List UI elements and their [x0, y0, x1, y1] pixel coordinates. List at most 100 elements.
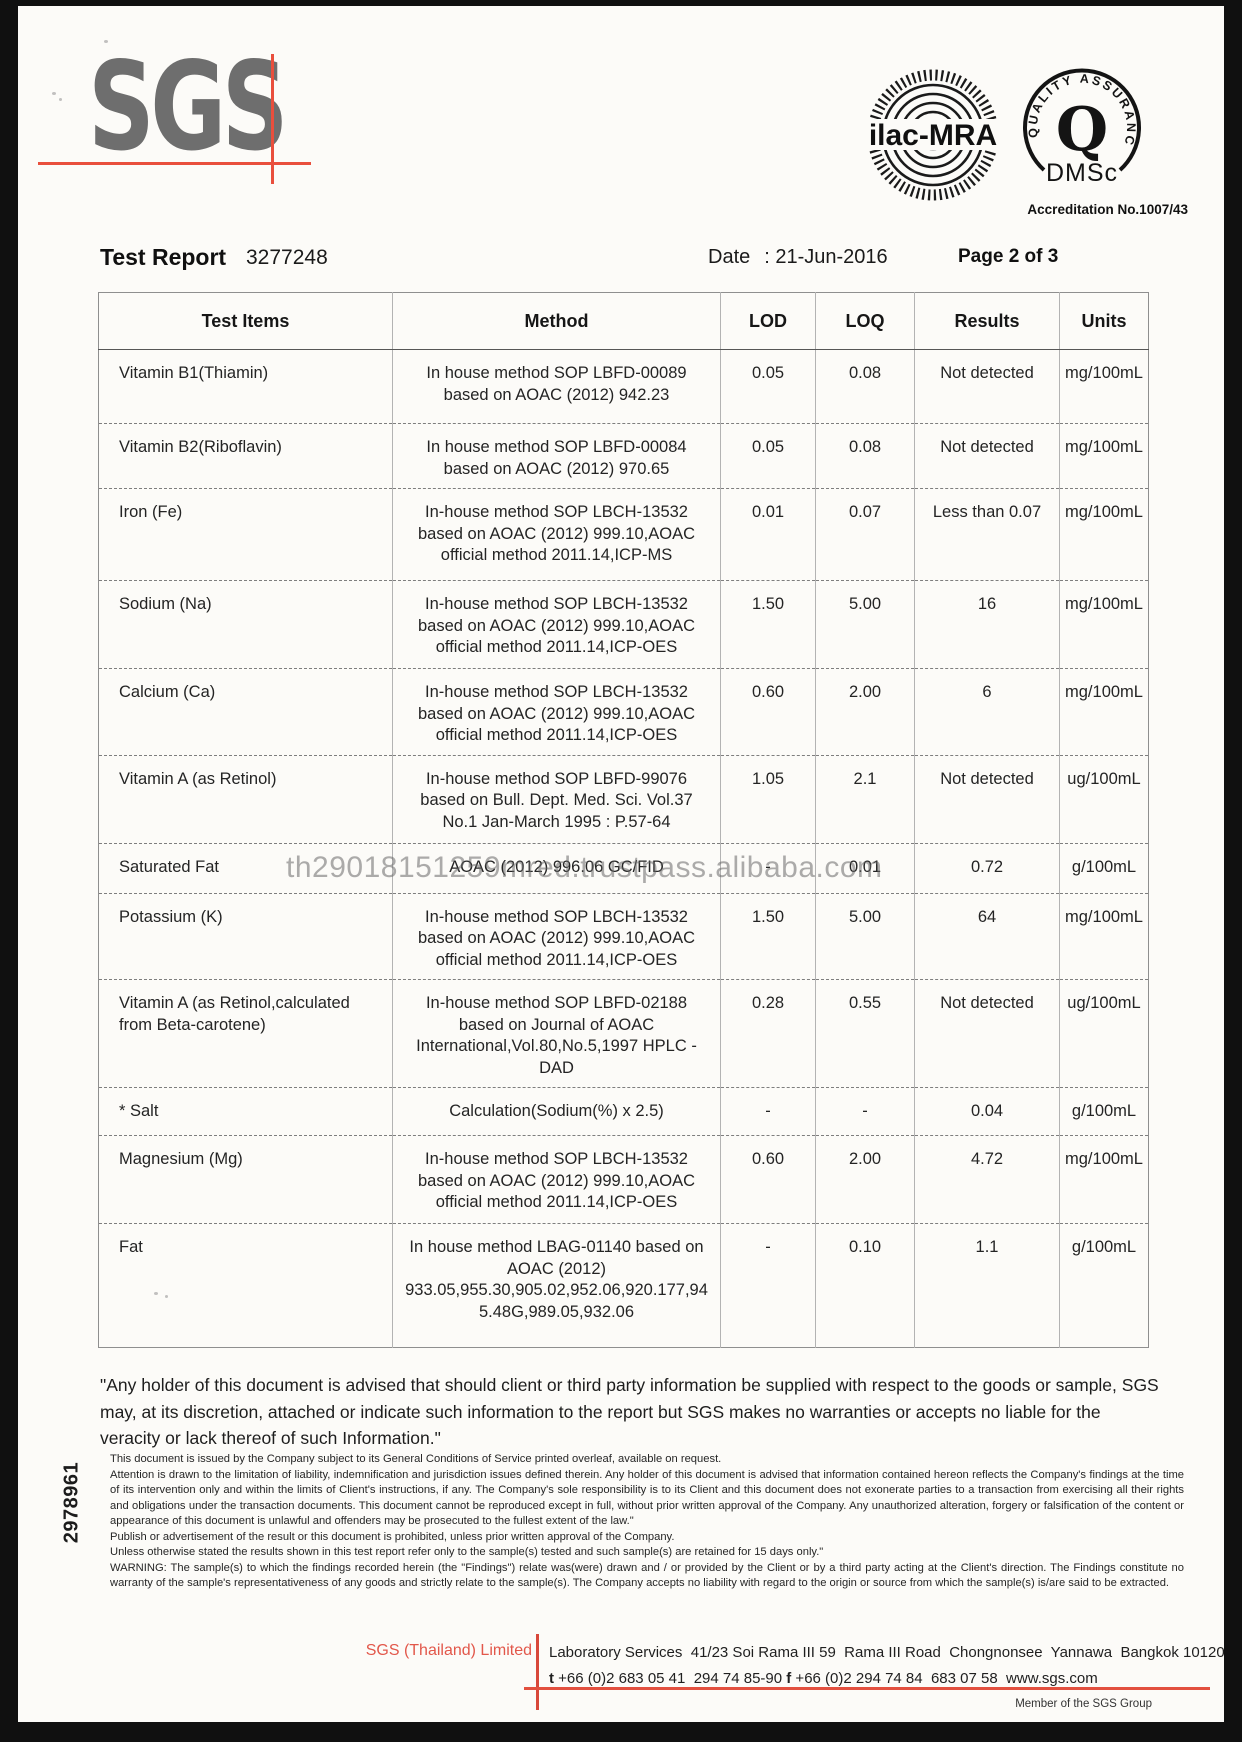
lod-cell: 0.05 — [720, 423, 816, 489]
lod-cell: 0.01 — [720, 488, 816, 581]
column-header-results: Results — [914, 292, 1060, 350]
lod-cell: 0.28 — [720, 979, 816, 1088]
units-cell: g/100mL — [1059, 1223, 1149, 1348]
units-cell: ug/100mL — [1059, 979, 1149, 1088]
method-cell: In-house method SOP LBFD-02188 based on … — [392, 979, 721, 1088]
fine-print-line: Attention is drawn to the limitation of … — [110, 1468, 1184, 1528]
units-cell: ug/100mL — [1059, 754, 1149, 843]
lod-cell: 0.60 — [720, 668, 816, 755]
table-row: Iron (Fe) In-house method SOP LBCH-13532… — [98, 488, 1149, 581]
loq-cell: 0.55 — [815, 979, 915, 1088]
units-cell: mg/100mL — [1059, 1135, 1149, 1224]
column-header-loq: LOQ — [815, 292, 915, 350]
units-cell: mg/100mL — [1059, 423, 1149, 489]
method-cell: AOAC (2012) 996.06 GC/FID — [392, 842, 721, 893]
scan-artifact — [59, 98, 62, 101]
scan-artifact — [52, 92, 56, 95]
column-header-units: Units — [1059, 292, 1149, 350]
test-item-cell: Vitamin A (as Retinol,calculated from Be… — [98, 979, 393, 1088]
test-item-cell: Vitamin B2(Riboflavin) — [98, 423, 393, 489]
address-line: Laboratory Services 41/23 Soi Rama III 5… — [549, 1640, 1225, 1666]
test-item-cell: Calcium (Ca) — [98, 668, 393, 755]
loq-cell: 2.1 — [815, 754, 915, 843]
fine-print-line: This document is issued by the Company s… — [110, 1453, 722, 1465]
fine-print-warning: WARNING: The sample(s) to which the find… — [110, 1561, 1184, 1590]
result-cell: 64 — [914, 892, 1060, 980]
table-row: Vitamin A (as Retinol,calculated from Be… — [98, 979, 1149, 1088]
table-row: Fat In house method LBAG-01140 based on … — [98, 1223, 1149, 1348]
result-cell: 6 — [914, 668, 1060, 755]
table-row: Magnesium (Mg) In-house method SOP LBCH-… — [98, 1135, 1149, 1224]
method-cell: In house method SOP LBFD-00084 based on … — [392, 423, 721, 489]
ilac-mra-label: ilac-MRA — [869, 119, 997, 152]
footer-divider-line — [536, 1634, 539, 1710]
table-row: Vitamin B2(Riboflavin) In house method S… — [98, 423, 1149, 489]
report-date: Date: 21-Jun-2016 — [708, 246, 888, 269]
table-row: Sodium (Na) In-house method SOP LBCH-135… — [98, 580, 1149, 669]
lod-cell: 1.50 — [720, 580, 816, 669]
result-cell: 4.72 — [914, 1135, 1060, 1224]
address-text: Laboratory Services 41/23 Soi Rama III 5… — [549, 1644, 1225, 1661]
footer-address-block: Laboratory Services 41/23 Soi Rama III 5… — [549, 1640, 1225, 1692]
table-row: Potassium (K) In-house method SOP LBCH-1… — [98, 892, 1149, 980]
method-cell: In-house method SOP LBCH-13532 based on … — [392, 668, 721, 755]
dmsc-label: DMSc — [1046, 159, 1118, 187]
result-cell: Less than 0.07 — [914, 488, 1060, 581]
contact-line: t +66 (0)2 683 05 41 294 74 85-90 f +66 … — [549, 1666, 1225, 1692]
loq-cell: 2.00 — [815, 668, 915, 755]
table-row: Saturated Fat AOAC (2012) 996.06 GC/FID … — [98, 842, 1149, 893]
column-header-test-items: Test Items — [98, 292, 393, 350]
units-cell: mg/100mL — [1059, 892, 1149, 980]
logo-red-underline — [38, 162, 311, 165]
table-row: Vitamin B1(Thiamin) In house method SOP … — [98, 349, 1149, 424]
fine-print-block: This document is issued by the Company s… — [110, 1452, 1184, 1592]
loq-cell: 5.00 — [815, 892, 915, 980]
units-cell: mg/100mL — [1065, 364, 1143, 382]
result-cell: 16 — [914, 580, 1060, 669]
table-row: * Salt Calculation(Sodium(%) x 2.5) - - … — [98, 1087, 1149, 1136]
tel-numbers: +66 (0)2 683 05 41 294 74 85-90 — [554, 1670, 787, 1687]
accreditation-number: Accreditation No.1007/43 — [1027, 202, 1188, 217]
dmsc-quality-seal-icon: QUALITY ASSURANCE Q DMSc — [1018, 64, 1141, 187]
test-item-cell: Magnesium (Mg) — [98, 1135, 393, 1224]
test-item-cell: Vitamin B1(Thiamin) — [98, 349, 393, 424]
fax-label: f — [786, 1670, 792, 1687]
column-header-method: Method — [392, 292, 721, 350]
test-item-cell: Potassium (K) — [98, 892, 393, 980]
method-cell: Calculation(Sodium(%) x 2.5) — [392, 1087, 721, 1136]
test-item-cell: Iron (Fe) — [98, 488, 393, 581]
loq-cell: 2.00 — [815, 1135, 915, 1224]
table-row: Vitamin A (as Retinol) In-house method S… — [98, 754, 1149, 843]
method-cell: In-house method SOP LBFD-99076 based on … — [392, 754, 721, 843]
loq-cell: 5.00 — [815, 580, 915, 669]
tel-label: t — [549, 1670, 554, 1687]
sgs-logo: SGS — [88, 36, 289, 178]
column-header-lod: LOD — [720, 292, 816, 350]
fax-numbers: +66 (0)2 294 74 84 683 07 58 — [791, 1670, 1007, 1687]
logo-red-crossline — [271, 54, 274, 184]
document-page: SGS ilac-MRA QUALITY ASSURANCE Q DMSc Ac… — [18, 6, 1225, 1722]
lod-cell: 0.60 — [720, 1135, 816, 1224]
table-header-row: Test Items Method LOD LOQ Results Units — [98, 292, 1149, 350]
test-item-cell: Saturated Fat — [98, 842, 393, 893]
loq-cell: 0.10 — [815, 1223, 915, 1348]
report-title: Test Report — [100, 244, 227, 270]
result-cell: 1.1 — [914, 1223, 1060, 1348]
fine-print-line: Unless otherwise stated the results show… — [110, 1546, 824, 1558]
test-item-cell: Vitamin A (as Retinol) — [98, 754, 393, 843]
units-cell: mg/100mL — [1059, 488, 1149, 581]
fine-print-line: Publish or advertisement of the result o… — [110, 1530, 675, 1543]
units-cell: g/100mL — [1059, 1087, 1149, 1136]
date-value: : 21-Jun-2016 — [764, 246, 888, 268]
method-cell: In-house method SOP LBCH-13532 based on … — [392, 488, 721, 581]
units-cell: mg/100mL — [1059, 668, 1149, 755]
result-cell: 0.72 — [914, 842, 1060, 893]
loq-cell: 0.01 — [815, 842, 915, 893]
lod-cell: 1.50 — [720, 892, 816, 980]
method-cell: In-house method SOP LBCH-13532 based on … — [392, 892, 721, 980]
watermark: th29018151259mred.trustpass.alibaba.com — [286, 851, 883, 884]
method-cell: In-house method SOP LBCH-13532 based on … — [392, 580, 721, 669]
loq-cell: - — [815, 1087, 915, 1136]
method-cell: In-house method SOP LBCH-13532 based on … — [392, 1135, 721, 1224]
result-cell: Not detected — [914, 423, 1060, 489]
